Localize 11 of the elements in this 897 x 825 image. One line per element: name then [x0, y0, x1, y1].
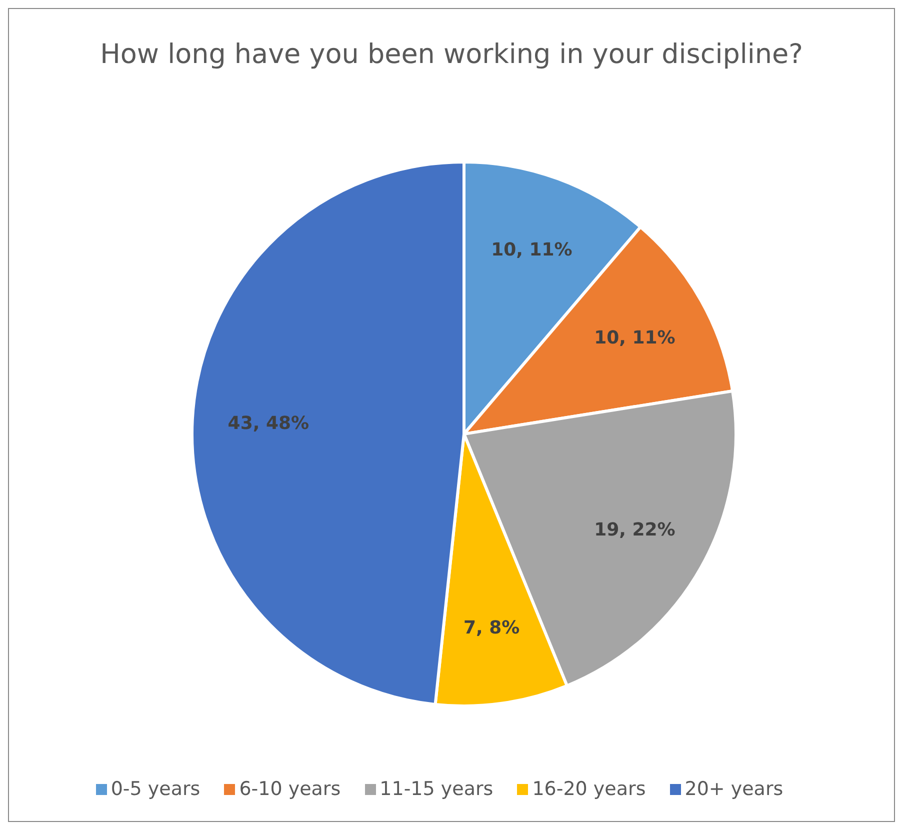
- data-label: 43, 48%: [228, 413, 310, 434]
- data-label: 10, 11%: [491, 240, 572, 261]
- chart-title: How long have you been working in your discipline?: [99, 38, 804, 72]
- legend-label: 0-5 years: [110, 778, 200, 800]
- data-label: 10, 11%: [594, 328, 676, 349]
- legend-label: 20+ years: [684, 778, 784, 800]
- data-label: 19, 22%: [594, 519, 676, 540]
- legend-label: 16-20 years: [532, 778, 646, 800]
- legend-label: 6-10 years: [239, 778, 341, 800]
- data-label: 7, 8%: [463, 617, 520, 638]
- legend-label: 11-15 years: [380, 778, 494, 800]
